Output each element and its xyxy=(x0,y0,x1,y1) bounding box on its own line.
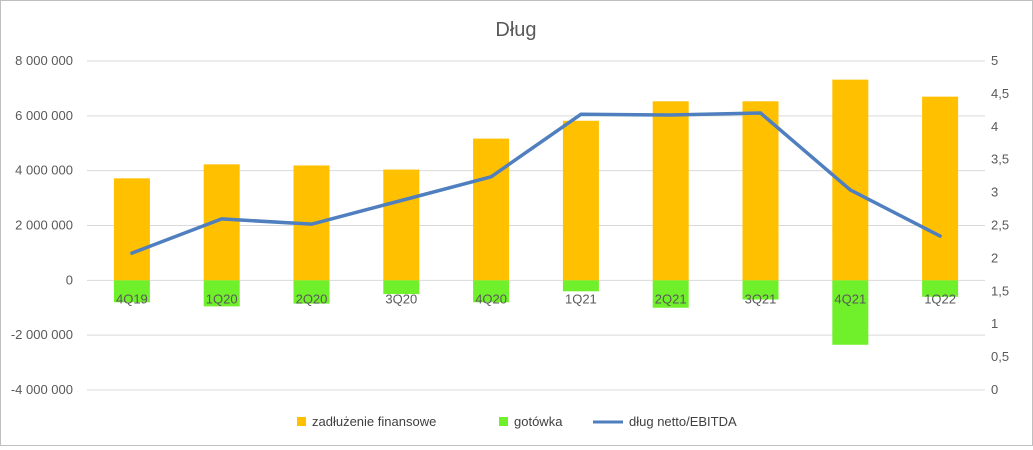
cash-bar xyxy=(203,280,240,307)
debt-bar xyxy=(383,169,420,281)
x-tick-label: 4Q19 xyxy=(116,291,148,306)
debt-bar xyxy=(652,101,689,281)
y-left-tick-label: 4 000 000 xyxy=(15,163,73,178)
y-axis-right: 0 0,5 1 1,5 2 2,5 3 3,5 4 4,5 5 xyxy=(991,53,1009,397)
debt-bar xyxy=(473,138,510,281)
y-right-tick-label: 2,5 xyxy=(991,218,1009,233)
x-tick-label: 2Q20 xyxy=(296,291,328,306)
debt-bar xyxy=(562,120,599,281)
y-left-tick-label: 8 000 000 xyxy=(15,53,73,68)
y-right-tick-label: 4,5 xyxy=(991,86,1009,101)
y-left-tick-label: 2 000 000 xyxy=(15,218,73,233)
cash-bar xyxy=(832,280,869,345)
y-right-tick-label: 4 xyxy=(991,119,998,134)
line-series xyxy=(130,111,942,255)
y-left-tick-label: -4 000 000 xyxy=(11,382,73,397)
cash-bar xyxy=(473,280,510,303)
y-left-tick-label: -2 000 000 xyxy=(11,327,73,342)
bars xyxy=(113,79,959,345)
x-tick-label: 1Q20 xyxy=(206,291,238,306)
cash-bar xyxy=(742,280,779,300)
cash-bar xyxy=(113,280,150,303)
y-right-tick-label: 1,5 xyxy=(991,283,1009,298)
x-tick-label: 3Q20 xyxy=(385,291,417,306)
x-tick-label: 4Q20 xyxy=(475,291,507,306)
y-right-tick-label: 0 xyxy=(991,382,998,397)
legend-debt-label: zadłużenie finansowe xyxy=(312,414,436,429)
legend: zadłużenie finansowe gotówka dług netto/EB… xyxy=(297,414,737,429)
legend-ratio-label: dług netto/EBITDA xyxy=(629,414,737,429)
x-tick-label: 4Q21 xyxy=(834,291,866,306)
y-left-tick-label: 0 xyxy=(66,272,73,287)
x-tick-label: 1Q21 xyxy=(565,291,597,306)
legend-cash-swatch xyxy=(499,417,508,426)
x-tick-label: 3Q21 xyxy=(745,291,777,306)
y-left-tick-label: 6 000 000 xyxy=(15,108,73,123)
legend-cash-label: gotówka xyxy=(514,414,563,429)
y-right-tick-label: 3 xyxy=(991,185,998,200)
cash-bar xyxy=(383,280,420,295)
cash-bar xyxy=(652,280,689,308)
cash-bar xyxy=(293,280,330,304)
y-axis-left: -4 000 000 -2 000 000 0 2 000 000 4 000 000 6… xyxy=(11,53,73,397)
cash-bar xyxy=(562,280,599,292)
x-axis-labels: 4Q19 1Q20 2Q20 3Q20 4Q20 1Q21 2Q21 3Q21 4Q21 1Q22 xyxy=(116,291,956,306)
debt-bar xyxy=(113,178,150,281)
x-tick-label: 2Q21 xyxy=(655,291,687,306)
cash-bar xyxy=(922,280,959,297)
y-right-tick-label: 3,5 xyxy=(991,152,1009,167)
y-right-tick-label: 0,5 xyxy=(991,349,1009,364)
debt-bar xyxy=(742,101,779,281)
y-right-tick-label: 2 xyxy=(991,250,998,265)
net-debt-ebitda-line xyxy=(130,111,942,255)
legend-debt-swatch xyxy=(297,417,306,426)
x-tick-label: 1Q22 xyxy=(924,291,956,306)
y-right-tick-label: 5 xyxy=(991,53,998,68)
y-right-tick-label: 1 xyxy=(991,316,998,331)
debt-bar xyxy=(922,96,959,281)
chart-title: Dług xyxy=(495,19,536,41)
